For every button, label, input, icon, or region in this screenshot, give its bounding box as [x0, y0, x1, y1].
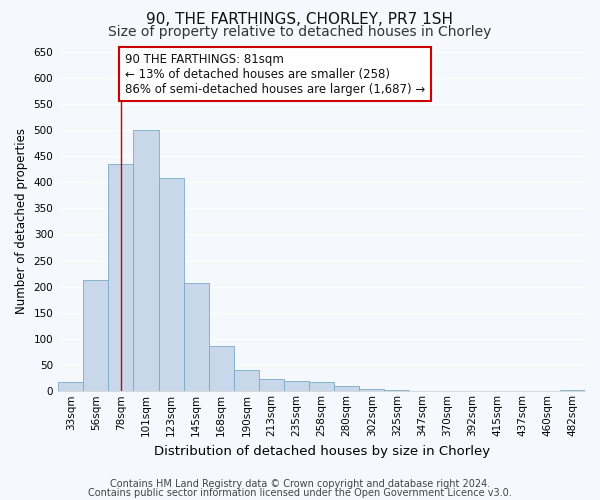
Text: 90, THE FARTHINGS, CHORLEY, PR7 1SH: 90, THE FARTHINGS, CHORLEY, PR7 1SH — [146, 12, 454, 28]
Bar — [209, 346, 234, 392]
Text: Contains HM Land Registry data © Crown copyright and database right 2024.: Contains HM Land Registry data © Crown c… — [110, 479, 490, 489]
Text: Size of property relative to detached houses in Chorley: Size of property relative to detached ho… — [109, 25, 491, 39]
Bar — [58, 382, 83, 392]
Bar — [184, 282, 209, 392]
Bar — [309, 382, 334, 392]
Bar — [133, 130, 158, 392]
Bar — [259, 379, 284, 392]
Text: Contains public sector information licensed under the Open Government Licence v3: Contains public sector information licen… — [88, 488, 512, 498]
Bar — [234, 370, 259, 392]
Bar — [434, 390, 460, 392]
Text: 90 THE FARTHINGS: 81sqm
← 13% of detached houses are smaller (258)
86% of semi-d: 90 THE FARTHINGS: 81sqm ← 13% of detache… — [125, 52, 425, 96]
Bar — [385, 390, 409, 392]
Bar — [560, 390, 585, 392]
Bar — [359, 388, 385, 392]
Bar — [83, 280, 109, 392]
Bar — [409, 390, 434, 392]
Bar — [109, 164, 133, 392]
X-axis label: Distribution of detached houses by size in Chorley: Distribution of detached houses by size … — [154, 444, 490, 458]
Bar — [334, 386, 359, 392]
Bar — [158, 178, 184, 392]
Bar — [284, 381, 309, 392]
Y-axis label: Number of detached properties: Number of detached properties — [15, 128, 28, 314]
